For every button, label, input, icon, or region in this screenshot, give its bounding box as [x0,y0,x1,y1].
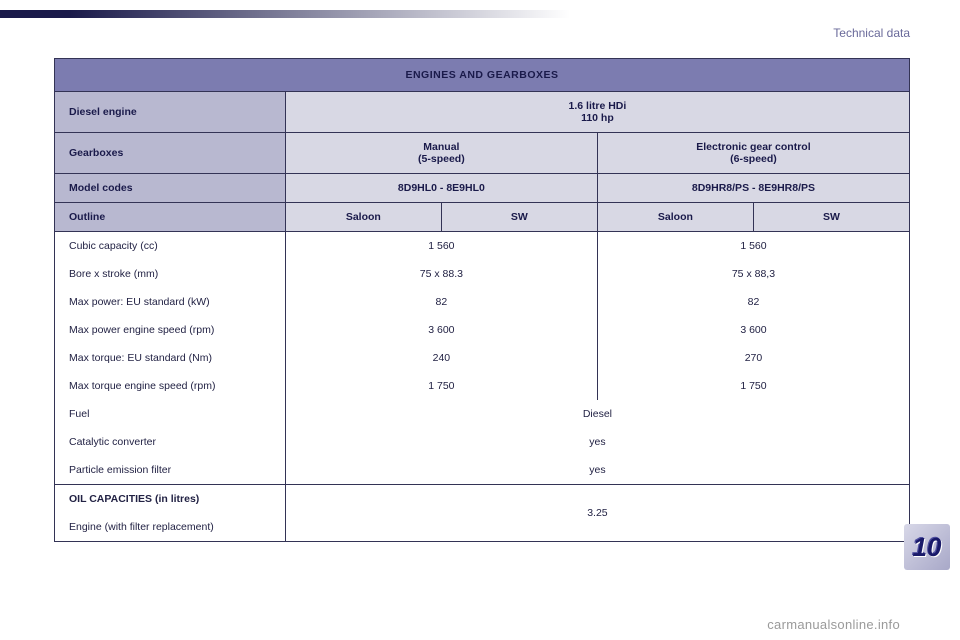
spec-egc: 82 [597,288,909,316]
table-title: ENGINES AND GEARBOXES [55,59,910,92]
spec-label: Max power: EU standard (kW) [55,288,286,316]
spec-label: Bore x stroke (mm) [55,260,286,288]
fuel-row: Fuel Diesel [55,400,910,428]
spec-row: Max torque engine speed (rpm)1 7501 750 [55,372,910,400]
model-codes-egc: 8D9HR8/PS - 8E9HR8/PS [597,174,909,203]
engines-gearboxes-table: ENGINES AND GEARBOXES Diesel engine 1.6 … [54,58,910,542]
pef-label: Particle emission filter [55,456,286,485]
engine-value-line2: 110 hp [581,112,614,124]
spec-row: Bore x stroke (mm)75 x 88.375 x 88,3 [55,260,910,288]
spec-egc: 3 600 [597,316,909,344]
oil-title: OIL CAPACITIES (in litres) [55,485,286,514]
oil-label: Engine (with filter replacement) [55,513,286,542]
fuel-label: Fuel [55,400,286,428]
spec-manual: 3 600 [285,316,597,344]
spec-egc: 1 750 [597,372,909,400]
model-codes-manual: 8D9HL0 - 8E9HL0 [285,174,597,203]
model-codes-label: Model codes [55,174,286,203]
fuel-value: Diesel [285,400,909,428]
catalytic-row: Catalytic converter yes [55,428,910,456]
footer-watermark: carmanualsonline.info [767,617,900,632]
table-title-row: ENGINES AND GEARBOXES [55,59,910,92]
spec-manual: 1 750 [285,372,597,400]
outline-manual-saloon: Saloon [285,203,441,232]
top-accent-fade [70,10,570,18]
pef-row: Particle emission filter yes [55,456,910,485]
spec-manual: 82 [285,288,597,316]
engine-value-line1: 1.6 litre HDi [569,100,627,112]
spec-label: Max power engine speed (rpm) [55,316,286,344]
outline-label: Outline [55,203,286,232]
spec-row: Max power: EU standard (kW)8282 [55,288,910,316]
spec-egc: 270 [597,344,909,372]
outline-manual-sw: SW [441,203,597,232]
pef-value: yes [285,456,909,485]
gearbox-label: Gearboxes [55,133,286,174]
catalytic-value: yes [285,428,909,456]
spec-egc: 1 560 [597,232,909,261]
spec-row: Cubic capacity (cc)1 5601 560 [55,232,910,261]
section-header: Technical data [833,26,910,40]
spec-manual: 75 x 88.3 [285,260,597,288]
gearbox-row: Gearboxes Manual (5-speed) Electronic ge… [55,133,910,174]
model-codes-row: Model codes 8D9HL0 - 8E9HL0 8D9HR8/PS - … [55,174,910,203]
spec-row: Max torque: EU standard (Nm)240270 [55,344,910,372]
spec-manual: 1 560 [285,232,597,261]
outline-row: Outline Saloon SW Saloon SW [55,203,910,232]
spec-label: Max torque engine speed (rpm) [55,372,286,400]
outline-egc-sw: SW [753,203,909,232]
spec-label: Cubic capacity (cc) [55,232,286,261]
spec-manual: 240 [285,344,597,372]
engine-row: Diesel engine 1.6 litre HDi 110 hp [55,92,910,133]
engine-value: 1.6 litre HDi 110 hp [285,92,909,133]
oil-value: 3.25 [285,485,909,542]
gearbox-egc-l1: Electronic gear control [696,141,810,153]
catalytic-label: Catalytic converter [55,428,286,456]
top-accent-bar [0,10,70,18]
gearbox-manual-l1: Manual [423,141,459,153]
oil-title-row: OIL CAPACITIES (in litres) 3.25 [55,485,910,514]
spec-label: Max torque: EU standard (Nm) [55,344,286,372]
gearbox-egc-l2: (6-speed) [730,153,777,165]
gearbox-manual-l2: (5-speed) [418,153,465,165]
chapter-tab: 10 [904,524,950,570]
spec-egc: 75 x 88,3 [597,260,909,288]
outline-egc-saloon: Saloon [597,203,753,232]
specs-body: Cubic capacity (cc)1 5601 560Bore x stro… [55,232,910,401]
spec-table-container: ENGINES AND GEARBOXES Diesel engine 1.6 … [54,58,910,542]
chapter-number: 10 [913,532,942,563]
engine-label: Diesel engine [55,92,286,133]
gearbox-manual: Manual (5-speed) [285,133,597,174]
gearbox-egc: Electronic gear control (6-speed) [597,133,909,174]
spec-row: Max power engine speed (rpm)3 6003 600 [55,316,910,344]
